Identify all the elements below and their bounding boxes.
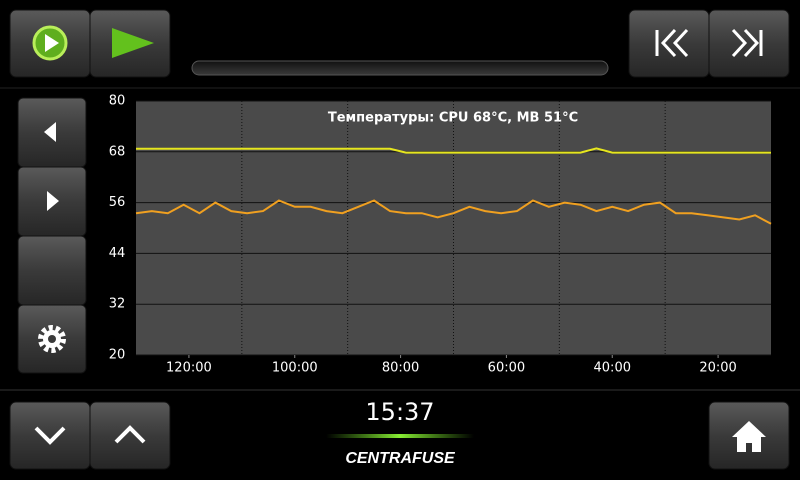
settings-button[interactable] — [17, 304, 87, 374]
chart-title: Температуры: CPU 68°C, MB 51°C — [328, 111, 578, 126]
clock: 15:37 — [365, 398, 434, 426]
y-tick-label: 32 — [109, 297, 126, 312]
series-line — [135, 199, 772, 225]
x-tick-label: 40:00 — [594, 361, 631, 376]
next-button[interactable] — [708, 9, 790, 78]
y-tick-label: 80 — [109, 94, 126, 109]
down-button[interactable] — [9, 401, 91, 470]
x-tick-label: 80:00 — [382, 361, 419, 376]
x-tick-label: 60:00 — [488, 361, 525, 376]
clock-underline — [326, 434, 474, 438]
logo: CENTRAFUSE — [345, 450, 456, 467]
x-tick-label: 100:00 — [272, 361, 318, 376]
home-button[interactable] — [708, 401, 790, 470]
previous-button[interactable] — [628, 9, 710, 78]
series-line — [136, 147, 771, 154]
y-tick-label: 20 — [109, 348, 126, 363]
y-tick-label: 44 — [109, 246, 126, 261]
x-tick-label: 120:00 — [166, 361, 212, 376]
play-circle-button[interactable] — [9, 9, 91, 78]
play-button[interactable] — [89, 9, 171, 78]
y-tick-label: 68 — [109, 144, 126, 159]
x-tick-label: 20:00 — [699, 361, 736, 376]
progress-bar[interactable] — [191, 60, 609, 76]
left-button[interactable] — [17, 97, 87, 168]
up-button[interactable] — [89, 401, 171, 470]
right-button[interactable] — [17, 166, 87, 237]
chart: 20 32 44 56 68 80 120:00 100:00 80:00 60:00 40:00 2… — [109, 94, 772, 376]
empty-button[interactable] — [17, 235, 87, 306]
y-tick-label: 56 — [109, 195, 126, 210]
